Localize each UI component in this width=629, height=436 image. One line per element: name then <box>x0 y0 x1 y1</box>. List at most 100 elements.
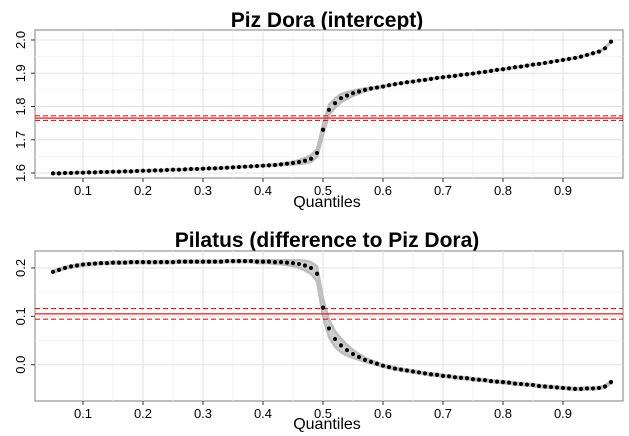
data-point <box>56 267 62 272</box>
data-point <box>536 61 542 67</box>
data-point <box>584 52 590 58</box>
y-tick-label: 0.1 <box>13 307 28 325</box>
data-point <box>236 164 242 170</box>
data-point <box>464 376 470 381</box>
data-point <box>464 72 470 77</box>
data-point <box>218 165 224 171</box>
data-point <box>344 348 350 353</box>
data-point <box>434 75 440 80</box>
data-point <box>350 91 356 96</box>
data-point <box>572 386 578 391</box>
data-point <box>110 169 116 174</box>
data-point <box>74 263 80 268</box>
x-tick-label: 0.8 <box>494 406 512 421</box>
data-point <box>116 260 122 265</box>
data-point <box>494 379 500 384</box>
data-point <box>434 372 440 377</box>
data-point <box>440 373 446 378</box>
data-point <box>206 259 212 264</box>
data-point <box>278 162 284 167</box>
x-tick-label: 0.1 <box>74 406 92 421</box>
x-axis-label: Quantiles <box>293 194 361 211</box>
data-point <box>326 326 332 331</box>
data-point <box>218 259 224 264</box>
data-point <box>230 165 236 170</box>
data-point <box>170 167 176 172</box>
x-axis-ticks: 0.1 0.2 0.3 0.4 0.5 0.6 0.7 0.8 0.9 <box>74 401 572 421</box>
data-point <box>122 260 128 265</box>
panel-piz-dora: Piz Dora (intercept) 0.1 0.2 0.3 0.4 0.5 0.6 0… <box>13 9 624 211</box>
data-point <box>560 57 566 63</box>
data-point <box>596 385 602 391</box>
data-point <box>404 80 410 85</box>
y-tick-label: 0.2 <box>13 259 28 277</box>
data-point <box>110 260 116 265</box>
data-point <box>488 379 494 384</box>
data-point <box>314 271 320 276</box>
x-tick-label: 0.7 <box>434 183 452 198</box>
data-point <box>548 384 554 390</box>
data-point <box>284 260 290 265</box>
data-point <box>554 385 560 390</box>
data-point <box>518 381 524 387</box>
data-point <box>404 368 410 373</box>
y-tick-label: 0.0 <box>13 356 28 374</box>
data-point <box>212 166 218 171</box>
data-point <box>62 265 68 271</box>
x-tick-label: 0.6 <box>374 183 392 198</box>
reference-lines <box>35 115 623 122</box>
data-point <box>242 164 248 169</box>
y-tick-label: 1.9 <box>13 64 28 82</box>
data-point <box>158 168 164 173</box>
data-point <box>560 385 566 391</box>
data-point <box>272 260 278 265</box>
data-point <box>170 260 176 265</box>
data-point <box>500 380 506 385</box>
data-point <box>290 261 296 266</box>
data-point <box>194 259 200 264</box>
data-point <box>428 76 434 81</box>
data-point <box>422 371 428 376</box>
x-tick-label: 0.7 <box>434 406 452 421</box>
data-point <box>134 168 140 174</box>
data-point <box>86 170 92 175</box>
data-point <box>512 65 518 70</box>
data-point <box>182 259 188 264</box>
x-tick-label: 0.4 <box>254 406 272 421</box>
data-point <box>164 260 170 265</box>
data-point <box>350 351 356 357</box>
data-point <box>104 169 110 175</box>
x-tick-label: 0.8 <box>494 183 512 198</box>
data-point <box>590 51 596 56</box>
data-point <box>68 170 74 176</box>
data-point <box>248 259 254 264</box>
x-tick-label: 0.2 <box>134 183 152 198</box>
data-point <box>368 359 374 364</box>
data-point <box>416 78 422 83</box>
data-point <box>608 39 614 44</box>
data-point <box>152 260 158 265</box>
data-point <box>146 168 152 173</box>
x-tick-label: 0.2 <box>134 406 152 421</box>
data-point <box>212 259 218 264</box>
data-point <box>524 63 530 68</box>
data-point <box>134 260 140 265</box>
data-point <box>482 69 488 75</box>
data-point <box>80 262 86 267</box>
data-point <box>308 156 314 161</box>
data-point <box>446 374 452 379</box>
data-point <box>326 107 332 112</box>
data-point <box>320 305 326 310</box>
data-point <box>410 79 416 84</box>
data-point <box>386 365 392 370</box>
data-point <box>524 382 530 387</box>
data-point <box>542 60 548 66</box>
x-axis-ticks: 0.1 0.2 0.3 0.4 0.5 0.6 0.7 0.8 0.9 <box>74 178 572 198</box>
data-point <box>590 386 596 391</box>
data-point <box>338 343 344 348</box>
data-point <box>500 67 506 72</box>
data-point <box>146 260 152 265</box>
data-point <box>476 377 482 382</box>
data-point <box>302 263 308 268</box>
data-point <box>332 336 338 342</box>
